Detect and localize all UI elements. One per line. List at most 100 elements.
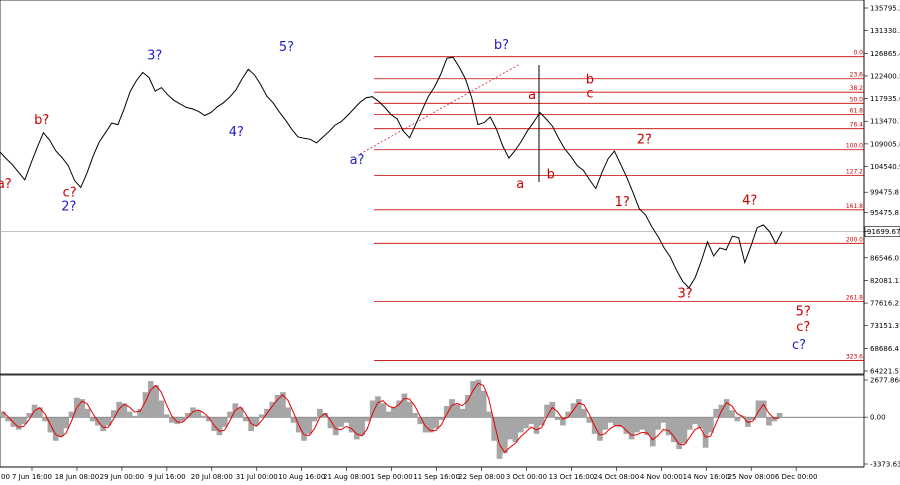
current-price-label: 91699.67 — [867, 228, 900, 236]
osc-bar — [412, 413, 418, 418]
osc-bar — [211, 417, 218, 432]
osc-bar — [322, 413, 328, 418]
osc-bar — [237, 407, 244, 418]
osc-bar — [575, 399, 582, 418]
osc-bar — [306, 417, 313, 434]
osc-bar — [533, 417, 540, 434]
date-label-4: 20 Jul 08:00 — [191, 473, 233, 481]
osc-bar — [755, 400, 762, 418]
osc-bar — [21, 417, 27, 425]
oscillator-panel — [0, 374, 865, 468]
price-tick-label-3: 122400.51 — [870, 72, 900, 80]
current-price-badge: 91699.67 — [864, 226, 900, 237]
wave-label-2: c? — [63, 186, 77, 201]
osc-bar — [517, 417, 524, 433]
date-label-11: 3 Oct 00:00 — [506, 473, 547, 481]
fib-label-7: 127.2 — [846, 168, 863, 175]
date-label-9: 11 Sep 16:00 — [413, 473, 460, 481]
osc-bar — [142, 392, 149, 418]
osc-bar — [623, 417, 630, 434]
osc-bar — [311, 417, 318, 422]
osc-bar — [523, 417, 529, 429]
osc-bar — [338, 417, 344, 427]
osc-bar — [459, 408, 466, 418]
osc-bar — [396, 400, 402, 418]
date-label-8: 1 Sep 00:00 — [370, 473, 412, 481]
osc-bar — [713, 408, 719, 418]
osc-bar — [391, 407, 397, 418]
osc-bar — [496, 417, 503, 459]
osc-bar — [544, 404, 550, 418]
osc-bar — [655, 417, 661, 430]
osc-bar — [84, 408, 91, 418]
osc-bar — [63, 417, 70, 429]
osc-bar — [618, 417, 624, 427]
osc-bar — [734, 417, 741, 422]
osc-bar — [766, 417, 772, 426]
osc-bar — [274, 394, 281, 418]
osc-bar — [528, 417, 535, 425]
osc-bar — [163, 414, 170, 418]
osc-bar — [729, 410, 735, 418]
osc-bar — [105, 417, 112, 426]
osc-bar — [147, 381, 154, 418]
osc-bar — [221, 417, 228, 427]
wave-label-5: 4? — [229, 125, 244, 140]
fib-label-4: 61.8 — [850, 107, 864, 114]
osc-bar — [427, 417, 434, 433]
osc-bar — [507, 417, 513, 440]
osc-bar — [692, 417, 698, 425]
oscillator-histogram — [0, 379, 783, 459]
osc-bar — [385, 411, 392, 418]
osc-bar — [248, 417, 255, 432]
price-tick-label-2: 126865.41 — [870, 50, 900, 58]
osc-bar — [126, 411, 133, 418]
osc-bar — [343, 417, 350, 423]
wave-label-11: b — [547, 167, 555, 182]
osc-bar — [359, 417, 365, 436]
osc-tick-label-0: 2677.868 — [870, 377, 900, 385]
osc-bar — [5, 417, 11, 422]
osc-bar — [454, 404, 461, 418]
fib-label-2: 38.2 — [850, 85, 864, 92]
osc-bar — [486, 411, 492, 418]
osc-bar — [644, 417, 651, 436]
osc-bar — [433, 417, 439, 429]
osc-bar — [697, 417, 704, 429]
price-tick-label-0: 135795.21 — [870, 5, 900, 13]
wave-label-13: c — [586, 87, 593, 102]
price-tick-label-1: 131330.31 — [870, 27, 900, 35]
date-label-14: 4 Nov 00:00 — [640, 473, 683, 481]
date-label-10: 22 Sep 08:00 — [458, 473, 505, 481]
date-label-6: 10 Aug 16:00 — [278, 473, 325, 481]
osc-bar — [660, 417, 667, 423]
osc-bar — [132, 415, 138, 418]
osc-bar — [369, 400, 376, 418]
osc-bar — [332, 417, 339, 436]
wave-label-19: c? — [796, 320, 810, 335]
wave-label-0: a? — [0, 177, 12, 192]
osc-bar — [174, 417, 181, 425]
trend-line — [359, 63, 521, 155]
wave-label-12: b — [586, 73, 594, 88]
osc-bar — [560, 417, 566, 426]
fibonacci-levels: 0.0 23.6 38.2 50.0 61.8 76.4 100.0 127.2 161.8 20… — [374, 50, 864, 361]
osc-bar — [364, 417, 371, 422]
wave-label-7: a? — [350, 153, 365, 168]
osc-bar — [42, 417, 48, 422]
date-label-17: 6 Dec 00:00 — [775, 473, 818, 481]
osc-bar — [285, 407, 292, 418]
price-series — [0, 56, 783, 289]
osc-bar — [565, 411, 572, 418]
date-label-16: 25 Nov 08:00 — [728, 473, 775, 481]
price-tick-label-5: 113470.71 — [870, 118, 900, 126]
osc-bar — [422, 417, 429, 433]
osc-bar — [671, 417, 677, 443]
osc-bar — [501, 417, 508, 454]
osc-bar — [290, 417, 297, 423]
osc-bar — [100, 417, 107, 432]
osc-bar — [480, 390, 487, 418]
wave-label-16: 3? — [678, 287, 693, 302]
osc-bar — [36, 407, 43, 418]
